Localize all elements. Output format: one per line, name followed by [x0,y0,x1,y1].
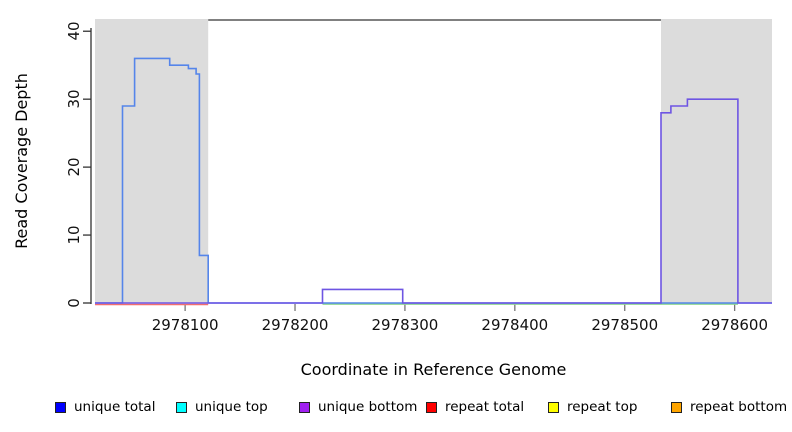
x-tick-label-2978300: 2978300 [371,316,439,334]
x-tick-label-2978100: 2978100 [151,316,219,334]
legend-item-unique-total: unique total [55,399,155,415]
legend-label: repeat total [445,399,525,415]
legend-swatch-unique-top [176,401,187,413]
legend-item-unique-bottom: unique bottom [299,399,417,415]
repeat-region-shading [660,19,772,303]
y-tick-label-0: 0 [65,298,83,308]
legend-label: repeat top [567,399,638,415]
legend-swatch-unique-bottom [299,401,310,413]
legend-swatch-unique-total [55,401,66,413]
legend-swatch-repeat-total [426,401,437,413]
x-tick-label-2978400: 2978400 [481,316,549,334]
legend-label: unique bottom [318,399,418,415]
legend-label: repeat bottom [690,399,788,415]
series-line-unique-bottom [95,98,772,304]
y-tick-label-40: 40 [65,21,83,41]
legend-swatch-repeat-bottom [671,401,682,413]
x-tick-label-2978600: 2978600 [701,316,769,334]
legend-item-repeat-top: repeat top [548,399,637,415]
x-tick-label-2978200: 2978200 [261,316,329,334]
repeat-region-shading [95,19,209,303]
legend-swatch-repeat-top [548,401,559,413]
series-line-unique-total [95,57,772,304]
y-tick-label-30: 30 [65,89,83,109]
legend-label: unique top [195,399,268,415]
y-axis-title: Read Coverage Depth [12,73,31,249]
x-axis-title: Coordinate in Reference Genome [300,360,567,379]
legend-item-unique-top: unique top [176,399,268,415]
x-tick-label-2978500: 2978500 [591,316,659,334]
y-tick-label-10: 10 [65,225,83,245]
legend-label: unique total [74,399,156,415]
y-tick-label-20: 20 [65,157,83,177]
legend-item-repeat-bottom: repeat bottom [671,399,787,415]
legend-item-repeat-total: repeat total [426,399,524,415]
